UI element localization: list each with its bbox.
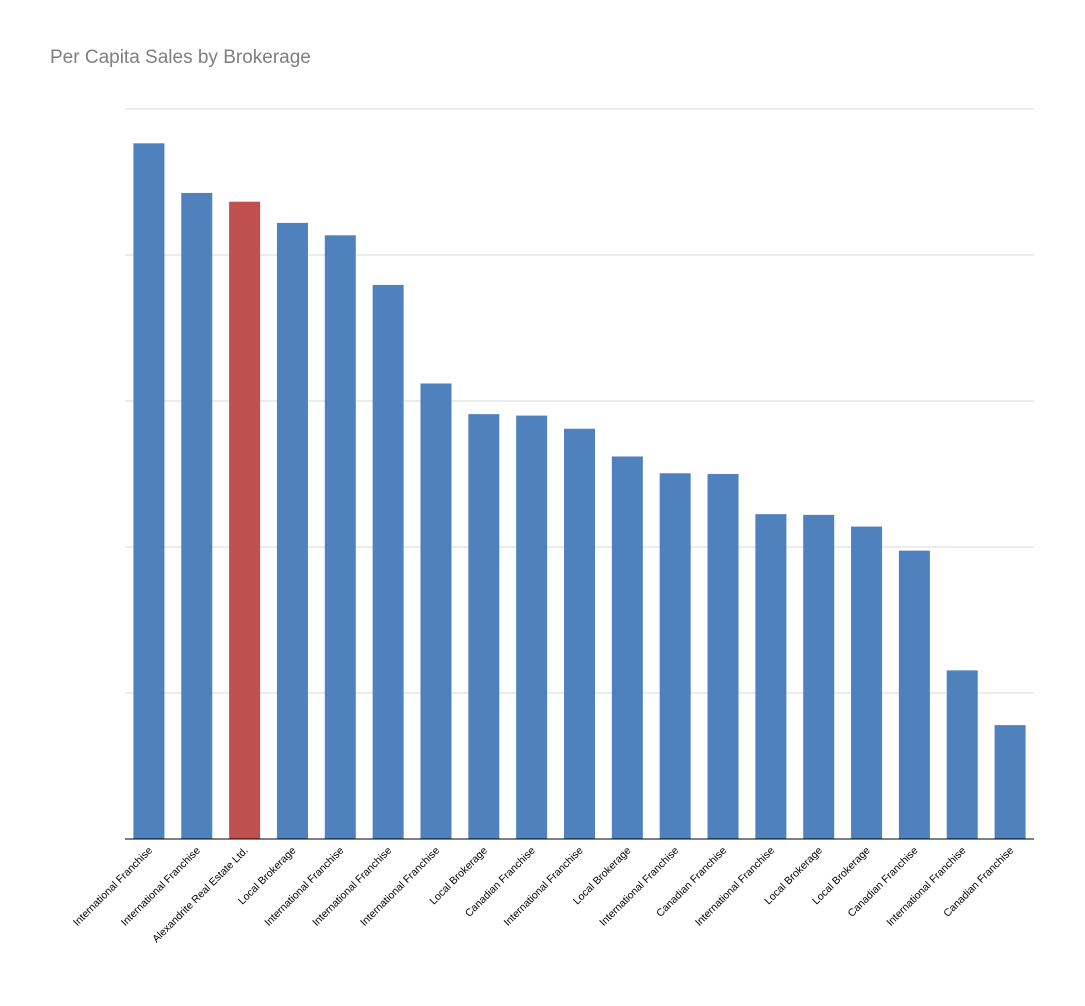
bar-13 bbox=[755, 514, 787, 839]
bar-10 bbox=[611, 456, 643, 839]
bar-5 bbox=[372, 284, 404, 839]
bars bbox=[133, 143, 1026, 840]
bar-17 bbox=[946, 670, 978, 839]
x-tick-label-4: International Franchise bbox=[262, 845, 346, 929]
x-tick-label-6: International Franchise bbox=[358, 845, 442, 929]
bar-2 bbox=[229, 201, 261, 839]
x-tick-label-17: International Franchise bbox=[884, 845, 968, 929]
bar-1 bbox=[181, 192, 213, 839]
bar-8 bbox=[516, 415, 548, 839]
x-tick-label-0: International Franchise bbox=[71, 845, 155, 929]
bar-7 bbox=[468, 414, 500, 839]
bar-4 bbox=[324, 235, 356, 840]
x-tick-label-5: International Franchise bbox=[310, 845, 394, 929]
bar-3 bbox=[276, 222, 308, 839]
bar-16 bbox=[898, 550, 930, 839]
x-tick-label-9: International Franchise bbox=[502, 845, 586, 929]
bar-12 bbox=[707, 474, 739, 839]
bar-11 bbox=[659, 473, 691, 839]
bar-14 bbox=[803, 514, 835, 839]
bar-15 bbox=[851, 526, 883, 839]
x-tick-label-13: International Franchise bbox=[693, 845, 777, 929]
x-tick-label-1: International Franchise bbox=[119, 845, 203, 929]
x-tick-label-11: International Franchise bbox=[597, 845, 681, 929]
bar-9 bbox=[564, 428, 595, 839]
chart-title: Per Capita Sales by Brokerage bbox=[50, 47, 311, 68]
bar-18 bbox=[994, 725, 1026, 839]
bar-6 bbox=[420, 383, 452, 839]
bar-0 bbox=[133, 143, 165, 839]
x-tick-label-2: Alexandrite Real Estate Ltd. bbox=[150, 845, 251, 946]
